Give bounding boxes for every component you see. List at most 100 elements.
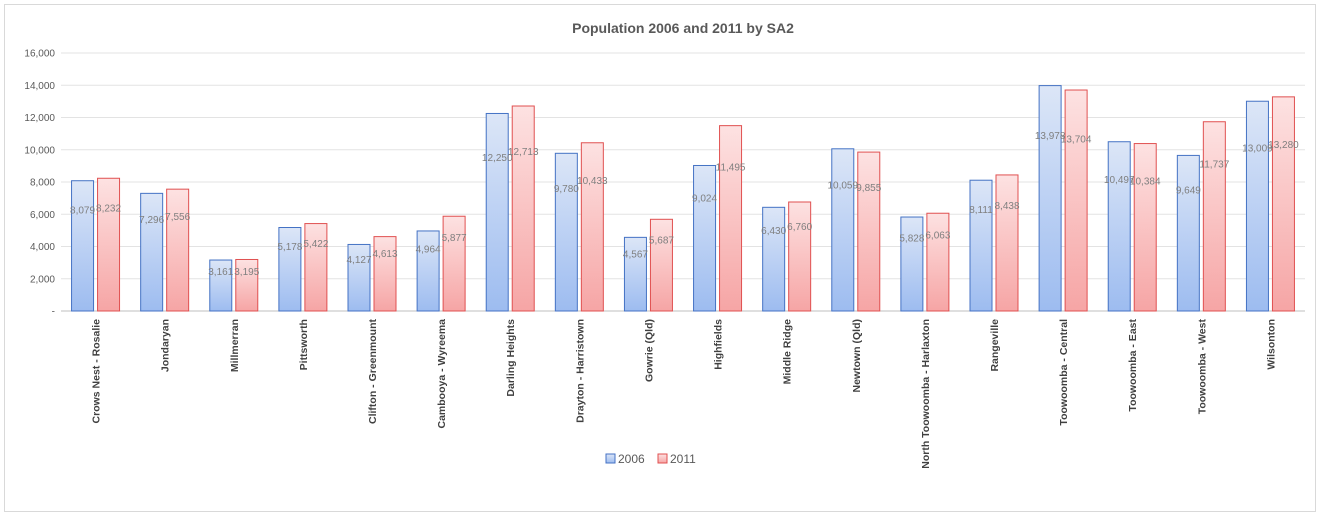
bar-2011-11	[857, 151, 881, 312]
bar-chart: Population 2006 and 2011 by SA2 - 2,000 4,…	[24, 20, 1305, 469]
data-label: 5,178	[277, 242, 302, 253]
x-tick-label: Jondaryan	[160, 319, 172, 372]
data-label: 13,704	[1061, 135, 1092, 146]
data-label: 8,438	[994, 201, 1019, 212]
bar-2006-17	[1245, 100, 1269, 312]
x-tick-label: Millmerran	[229, 319, 241, 372]
data-label: 10,059	[827, 180, 858, 191]
legend-label-2011: 2011	[670, 452, 696, 466]
bar-2006-12	[900, 216, 924, 312]
legend: 2006 2011	[605, 452, 696, 466]
data-label: 8,079	[70, 205, 95, 216]
data-label: 6,063	[925, 231, 950, 242]
bar-2011-13	[995, 174, 1019, 312]
bar-2006-1	[140, 192, 164, 312]
y-tick-label: 6,000	[30, 210, 55, 221]
data-label: 8,232	[96, 203, 121, 214]
bar-2011-2	[235, 258, 259, 312]
data-label: 11,495	[716, 162, 746, 173]
x-tick-label: Cambooya - Wyreema	[436, 319, 448, 429]
bar-2006-9	[693, 164, 717, 312]
x-tick-label: Pittsworth	[298, 319, 310, 370]
bar-2006-5	[416, 230, 440, 312]
y-tick-label: 16,000	[24, 49, 55, 60]
data-label: 8,111	[969, 205, 993, 216]
bar-2011-8	[649, 218, 673, 312]
bar-2006-4	[347, 243, 371, 312]
bar-2011-0	[97, 177, 121, 312]
data-label: 3,161	[208, 267, 233, 278]
data-label: 12,250	[482, 153, 513, 164]
data-label: 7,556	[165, 212, 190, 223]
data-label: 10,433	[577, 176, 608, 187]
legend-swatch-2011	[657, 453, 668, 464]
y-axis-ticks: - 2,000 4,000 6,000 8,000 10,000 12,000 14,000 1…	[24, 49, 55, 318]
legend-swatch-2006	[605, 453, 616, 464]
gridlines	[61, 52, 1305, 312]
data-label: 4,613	[372, 249, 397, 260]
x-tick-label: Wilsonton	[1265, 319, 1277, 370]
bar-2011-12	[926, 212, 950, 312]
x-tick-label: Crows Nest - Rosalie	[91, 319, 103, 424]
x-tick-label: Toowoomba - East	[1127, 319, 1139, 412]
data-label: 9,780	[554, 184, 579, 195]
bar-2006-10	[762, 206, 786, 312]
x-tick-label: Toowoomba - Central	[1058, 319, 1070, 426]
bar-2006-8	[623, 236, 647, 312]
chart-frame: Population 2006 and 2011 by SA2 - 2,000 4,…	[4, 4, 1316, 512]
data-label: 13,009	[1242, 143, 1273, 154]
data-label: 13,978	[1035, 131, 1066, 142]
y-tick-label: 12,000	[24, 113, 55, 124]
data-label: 9,855	[856, 183, 881, 194]
bar-2011-6	[511, 105, 535, 312]
data-label: 9,649	[1176, 186, 1201, 197]
bar-2006-14	[1038, 85, 1062, 312]
data-label: 4,964	[416, 245, 441, 256]
y-tick-label: 2,000	[30, 274, 55, 285]
x-tick-label: Highfields	[713, 319, 725, 370]
legend-label-2006: 2006	[618, 452, 645, 466]
data-label: 12,713	[508, 147, 539, 158]
chart-title: Population 2006 and 2011 by SA2	[572, 20, 794, 36]
bar-2011-10	[788, 201, 812, 312]
bar-2006-0	[71, 180, 95, 312]
bar-2011-5	[442, 215, 466, 312]
x-tick-label: Middle Ridge	[782, 319, 794, 384]
data-label: 5,828	[899, 234, 924, 245]
bar-2011-7	[580, 142, 604, 312]
data-label: 4,567	[623, 250, 648, 261]
bar-2011-9	[719, 125, 743, 312]
data-label: 5,877	[442, 233, 467, 244]
x-tick-label: Clifton - Greenmount	[367, 319, 379, 424]
data-label: 9,024	[692, 194, 717, 205]
data-label: 7,296	[139, 215, 164, 226]
data-label: 13,280	[1268, 140, 1299, 151]
data-label: 5,422	[303, 239, 328, 250]
bar-2006-7	[554, 152, 578, 312]
data-label: 10,497	[1104, 175, 1135, 186]
data-label: 3,195	[234, 267, 259, 278]
bar-2006-15	[1107, 141, 1131, 312]
bar-2011-1	[166, 188, 190, 312]
bar-2006-3	[278, 227, 302, 312]
data-label: 4,127	[346, 255, 371, 266]
data-label: 6,760	[787, 222, 812, 233]
x-axis-categories: Crows Nest - Rosalie Jondaryan Millmerran P…	[91, 319, 1278, 469]
data-labels: 8,079 8,232 7,296 7,556 3,161 3,195 5,178 5,422…	[70, 131, 1299, 278]
bar-2011-14	[1064, 89, 1088, 312]
bar-2011-15	[1133, 143, 1157, 312]
x-tick-label: Rangeville	[989, 319, 1001, 372]
data-label: 11,737	[1199, 159, 1229, 170]
y-tick-label: 4,000	[30, 242, 55, 253]
data-label: 10,384	[1130, 176, 1161, 187]
bar-2011-16	[1202, 121, 1226, 312]
bars	[71, 85, 1295, 312]
x-tick-label: Drayton - Harristown	[574, 319, 586, 423]
data-label: 6,430	[761, 226, 786, 237]
bar-2011-3	[304, 223, 328, 312]
bar-2011-4	[373, 236, 397, 312]
bar-2006-6	[485, 112, 509, 312]
bar-2006-16	[1176, 154, 1200, 312]
x-tick-label: North Toowoomba - Harlaxton	[920, 319, 932, 469]
y-tick-label: 14,000	[24, 81, 55, 92]
